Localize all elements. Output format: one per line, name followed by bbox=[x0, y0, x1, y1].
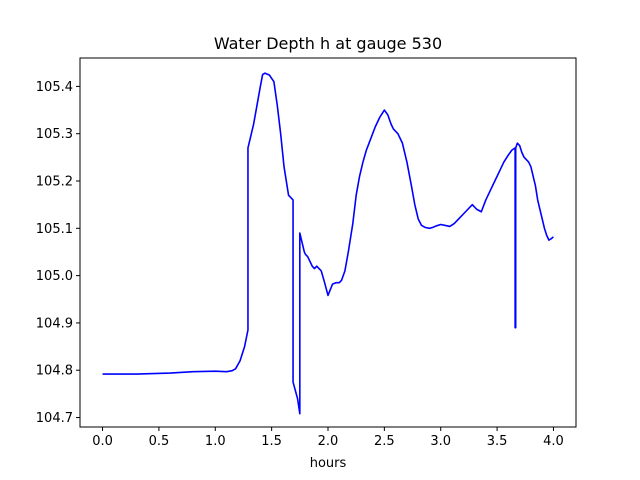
y-tick-label: 105.4 bbox=[36, 80, 73, 95]
x-tick-label: 0.5 bbox=[149, 434, 170, 449]
y-tick-label: 104.8 bbox=[36, 364, 73, 379]
y-tick-label: 105.2 bbox=[36, 175, 73, 190]
plot-area bbox=[102, 72, 554, 415]
x-tick-label: 3.0 bbox=[430, 434, 451, 449]
x-tick-label: 2.0 bbox=[318, 434, 339, 449]
chart-title: Water Depth h at gauge 530 bbox=[214, 34, 442, 53]
axis-ticks: 0.0 0.5 1.0 1.5 2.0 2.5 3.0 3.5 4.0 104.7 104.8 104… bbox=[36, 80, 564, 449]
y-tick-label: 105.1 bbox=[36, 222, 73, 237]
x-tick-label: 0.0 bbox=[92, 434, 113, 449]
axes-frame bbox=[79, 57, 577, 428]
x-axis-label: hours bbox=[310, 456, 347, 471]
x-tick-label: 3.5 bbox=[487, 434, 508, 449]
x-tick-label: 1.5 bbox=[261, 434, 282, 449]
y-tick-label: 104.9 bbox=[36, 316, 73, 331]
y-tick-label: 105.3 bbox=[36, 127, 73, 142]
x-tick-label: 2.5 bbox=[374, 434, 395, 449]
x-tick-label: 4.0 bbox=[543, 434, 564, 449]
y-tick-label: 104.7 bbox=[36, 411, 73, 426]
x-tick-label: 1.0 bbox=[205, 434, 226, 449]
series-line-0 bbox=[102, 72, 554, 415]
y-tick-label: 105.0 bbox=[36, 269, 73, 284]
